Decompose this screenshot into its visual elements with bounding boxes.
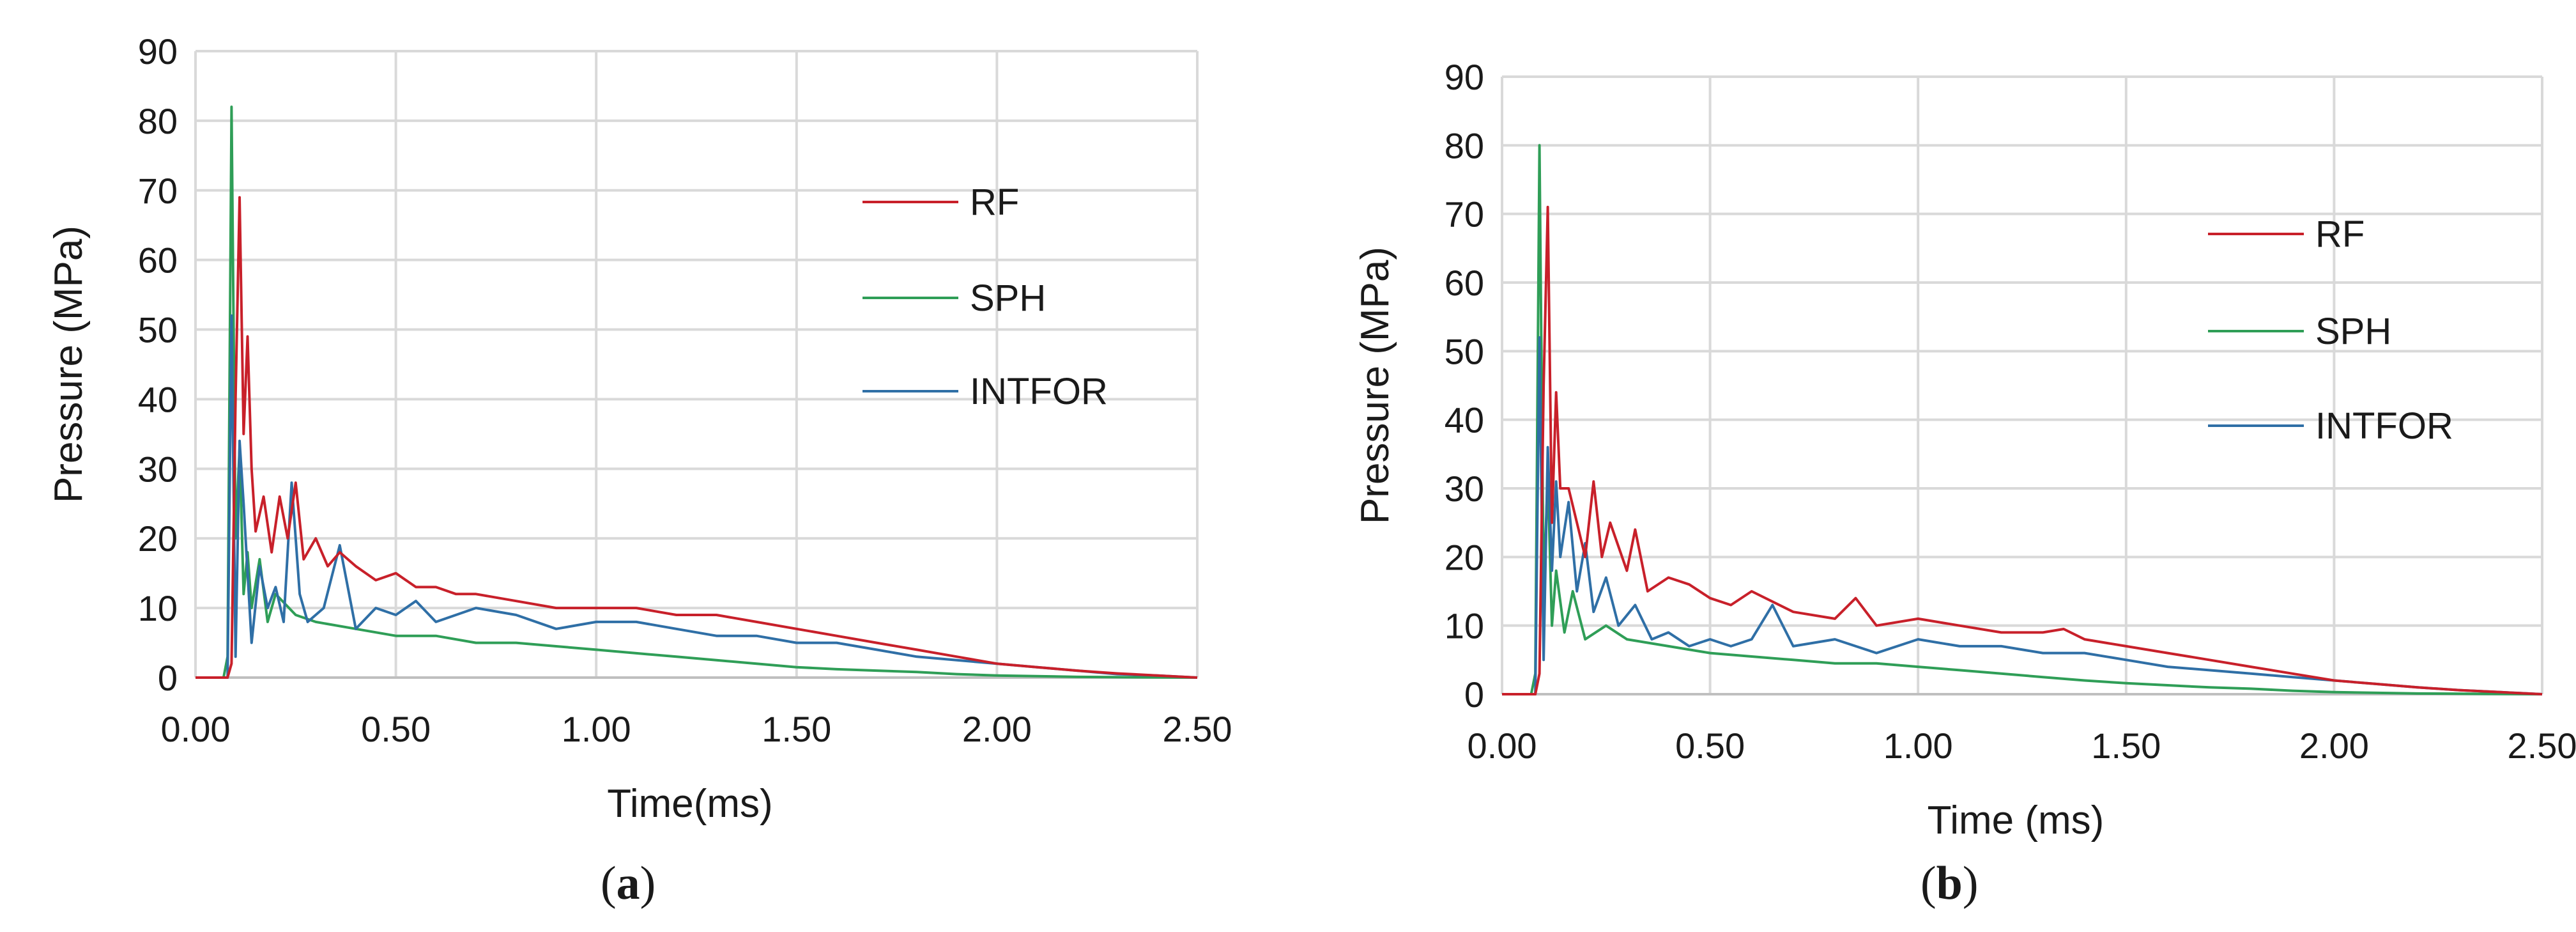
panel-caption-a: (a) <box>601 857 656 910</box>
x-tick-label: 2.50 <box>1163 709 1232 749</box>
y-tick-label: 30 <box>138 449 178 489</box>
x-axis-title: Time(ms) <box>607 782 772 826</box>
y-tick-label: 20 <box>138 518 178 559</box>
series-line-intfor <box>195 314 1198 679</box>
chart-b-svg: RF SPH INTFOR 0 10 20 30 40 50 60 70 80 90 0.00 0.50 1… <box>1353 57 2576 843</box>
y-tick-label: 30 <box>1445 469 1484 509</box>
x-tick-label: 0.50 <box>1675 726 1745 766</box>
y-tick-label: 70 <box>138 171 178 211</box>
chart-a-svg: RF SPH INTFOR 0 10 20 30 40 50 60 70 80 90 0.00 0.50 1… <box>47 31 1232 826</box>
legend-label-intfor: INTFOR <box>970 371 1108 412</box>
series-line-sph <box>195 105 1198 679</box>
x-tick-label: 2.00 <box>962 709 1032 749</box>
x-tick-label: 1.00 <box>562 709 631 749</box>
y-tick-label: 60 <box>138 240 178 281</box>
y-tick-label: 90 <box>1445 57 1484 97</box>
chart-panel-b: RF SPH INTFOR 0 10 20 30 40 50 60 70 80 90 0.00 0.50 1… <box>1288 0 2576 932</box>
y-tick-label: 10 <box>1445 606 1484 646</box>
y-tick-label: 0 <box>1464 674 1484 715</box>
y-tick-label: 50 <box>1445 331 1484 371</box>
y-axis-title: Pressure (MPa) <box>1353 247 1397 524</box>
y-axis-title: Pressure (MPa) <box>47 226 91 503</box>
x-tick-label: 2.00 <box>2299 726 2369 766</box>
y-tick-label: 0 <box>158 658 178 698</box>
legend-label-rf: RF <box>970 182 1019 223</box>
y-tick-label: 10 <box>138 588 178 628</box>
x-tick-label: 1.50 <box>762 709 831 749</box>
x-tick-label: 0.00 <box>161 709 231 749</box>
x-tick-label: 0.00 <box>1468 726 1537 766</box>
y-tick-label: 70 <box>1445 194 1484 235</box>
series-line-intfor <box>1502 336 2543 695</box>
y-tick-label: 40 <box>138 379 178 419</box>
x-tick-label: 2.50 <box>2508 726 2576 766</box>
legend-label-sph: SPH <box>970 277 1046 319</box>
x-axis-title: Time (ms) <box>1928 798 2104 843</box>
x-tick-label: 0.50 <box>361 709 431 749</box>
x-tick-label: 1.00 <box>1883 726 1953 766</box>
legend-label-rf: RF <box>2315 214 2365 255</box>
y-tick-label: 80 <box>138 101 178 141</box>
panel-caption-b: (b) <box>1920 857 1979 910</box>
x-tick-label: 1.50 <box>2091 726 2161 766</box>
y-tick-label: 40 <box>1445 400 1484 440</box>
y-tick-label: 50 <box>138 310 178 350</box>
series-line-rf <box>195 196 1198 679</box>
y-tick-label: 80 <box>1445 125 1484 166</box>
y-tick-label: 60 <box>1445 263 1484 303</box>
legend-label-sph: SPH <box>2315 311 2391 352</box>
legend-label-intfor: INTFOR <box>2315 405 2453 447</box>
series-line-rf <box>1502 205 2543 695</box>
y-tick-label: 90 <box>138 31 178 72</box>
y-tick-label: 20 <box>1445 537 1484 577</box>
chart-panel-a: RF SPH INTFOR 0 10 20 30 40 50 60 70 80 90 0.00 0.50 1… <box>47 31 1232 910</box>
